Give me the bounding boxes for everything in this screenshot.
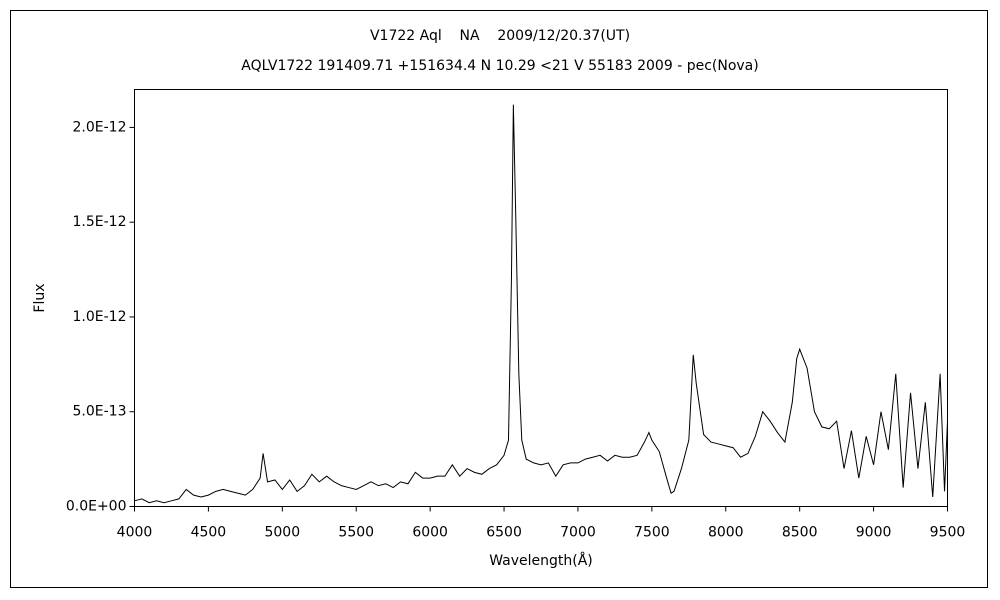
- x-tick-label: 6500: [486, 525, 522, 541]
- y-axis-label: Flux: [32, 283, 48, 312]
- x-tick-label: 4000: [117, 525, 153, 541]
- y-tick-label: 2.0E-12: [73, 119, 127, 135]
- chart-title: V1722 Aql NA 2009/12/20.37(UT): [370, 28, 630, 44]
- x-tick-label: 8000: [708, 525, 744, 541]
- y-tick-label: 0.0E+00: [66, 499, 127, 515]
- x-tick-label: 4500: [191, 525, 227, 541]
- y-tick-label: 1.0E-12: [73, 309, 127, 325]
- plot-area: [134, 89, 948, 507]
- x-tick-label: 6000: [412, 525, 448, 541]
- y-tick-label: 5.0E-13: [73, 404, 127, 420]
- x-tick-label: 7500: [634, 525, 670, 541]
- x-tick-label: 9500: [930, 525, 966, 541]
- x-axis-label: Wavelength(Å): [489, 552, 593, 569]
- x-tick-label: 5000: [264, 525, 300, 541]
- x-tick-label: 5500: [338, 525, 374, 541]
- x-tick-label: 8500: [782, 525, 818, 541]
- y-tick-label: 1.5E-12: [73, 214, 127, 230]
- spectrum-line: [134, 104, 948, 504]
- x-tick-label: 7000: [560, 525, 596, 541]
- x-tick-label: 9000: [856, 525, 892, 541]
- frame: [10, 10, 988, 588]
- chart-subtitle: AQLV1722 191409.71 +151634.4 N 10.29 <21…: [241, 58, 758, 74]
